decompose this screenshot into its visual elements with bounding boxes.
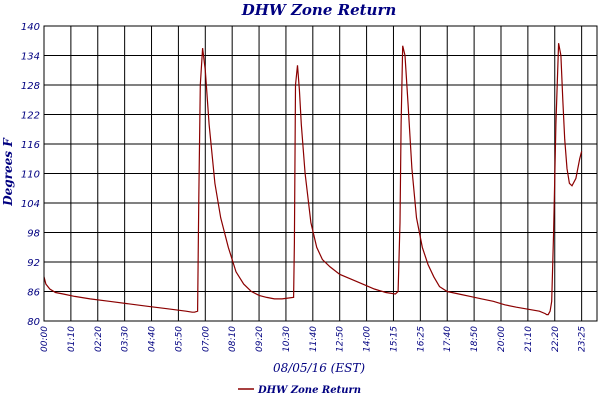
x-tick-label: 18:50 bbox=[470, 326, 480, 352]
x-tick-label: 14:00 bbox=[363, 326, 373, 352]
x-axis-label: 08/05/16 (EST) bbox=[273, 361, 365, 375]
plot-frame bbox=[43, 25, 598, 322]
x-tick-label: 23:25 bbox=[578, 326, 588, 352]
x-tick-label: 10:30 bbox=[282, 326, 292, 352]
x-tick-label: 01:10 bbox=[67, 326, 77, 352]
x-tick-label: 09:20 bbox=[255, 326, 265, 352]
y-tick-label: 98 bbox=[27, 229, 40, 240]
y-tick-label: 110 bbox=[21, 170, 40, 181]
x-tick-label: 11:40 bbox=[309, 326, 319, 352]
y-tick-label: 134 bbox=[21, 52, 40, 63]
chart-title: DHW Zone Return bbox=[241, 1, 397, 19]
x-tick-label: 17:40 bbox=[443, 326, 453, 352]
x-tick-label: 22:20 bbox=[551, 326, 561, 352]
y-tick-label: 80 bbox=[27, 317, 40, 328]
x-tick-label: 05:50 bbox=[174, 326, 184, 352]
x-tick-labels: 00:00 01:10 02:20 03:30 04:40 05:50 07:00 08:10… bbox=[40, 326, 588, 352]
x-tick-label: 03:30 bbox=[121, 326, 131, 352]
y-tick-label: 86 bbox=[27, 288, 40, 299]
grid-lines bbox=[43, 25, 597, 322]
legend: DHW Zone Return bbox=[238, 385, 361, 396]
x-tick-label: 08:10 bbox=[228, 326, 238, 352]
y-tick-label: 104 bbox=[21, 199, 40, 210]
x-tick-label: 12:50 bbox=[336, 326, 346, 352]
x-tick-label: 07:00 bbox=[201, 326, 211, 352]
x-tick-label: 20:00 bbox=[497, 326, 507, 352]
x-tick-label: 16:25 bbox=[416, 326, 426, 352]
x-tick-label: 04:40 bbox=[148, 326, 158, 352]
x-tick-label: 02:20 bbox=[94, 326, 104, 352]
y-tick-label: 122 bbox=[21, 111, 40, 122]
x-tick-label: 00:00 bbox=[40, 326, 50, 352]
legend-label: DHW Zone Return bbox=[257, 385, 361, 396]
y-tick-label: 140 bbox=[21, 22, 40, 33]
y-axis-label: Degrees F bbox=[1, 137, 15, 207]
y-tick-label: 92 bbox=[27, 258, 40, 269]
y-tick-label: 116 bbox=[21, 140, 40, 151]
x-tick-label: 21:10 bbox=[524, 326, 534, 352]
x-tick-label: 15:15 bbox=[389, 326, 399, 352]
y-tick-label: 128 bbox=[21, 81, 40, 92]
series-line-dhw-zone-return bbox=[43, 43, 583, 316]
y-tick-labels: 80 86 92 98 104 110 116 122 128 134 140 bbox=[21, 22, 40, 328]
